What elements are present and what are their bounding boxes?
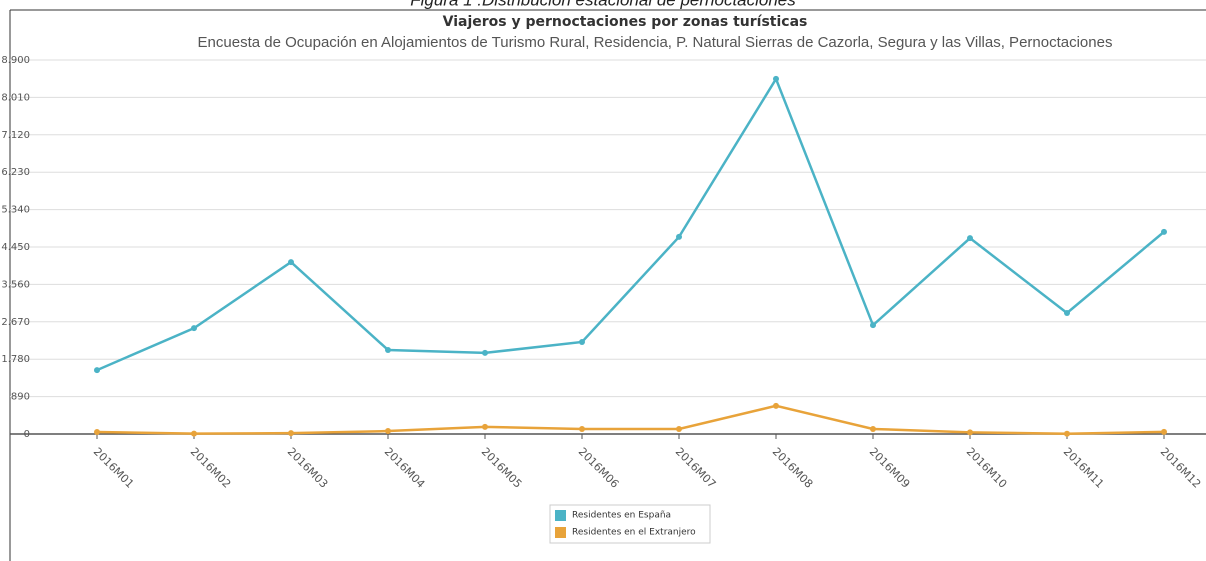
point: [482, 423, 488, 430]
y-tick-label: 6.230: [1, 167, 30, 178]
point: [579, 338, 585, 345]
y-tick-label: 8.010: [1, 92, 30, 103]
x-tick-label: 2016M10: [964, 445, 1010, 491]
point: [773, 402, 779, 409]
point: [385, 346, 391, 353]
figure-caption: Figura 1 :Distribución estacional de per…: [410, 0, 796, 9]
x-tick-label: 2016M08: [770, 445, 816, 491]
y-tick-label: 2.670: [1, 317, 30, 328]
x-tick-label: 2016M03: [285, 445, 331, 491]
y-tick-label: 4.450: [1, 242, 30, 253]
y-tick-label: 3.560: [1, 279, 30, 290]
legend-label: Residentes en el Extranjero: [572, 528, 696, 538]
x-tick-label: 2016M06: [576, 445, 622, 491]
legend-label: Residentes en España: [572, 511, 671, 521]
y-tick-label: 7.120: [1, 130, 30, 141]
point: [191, 430, 197, 437]
x-tick-label: 2016M04: [382, 445, 428, 491]
point: [288, 259, 294, 266]
legend-swatch: [555, 510, 566, 521]
point: [482, 349, 488, 356]
x-tick-label: 2016M12: [1158, 445, 1204, 491]
point: [94, 428, 100, 435]
point: [967, 429, 973, 436]
chart-title: Viajeros y pernoctaciones por zonas turí…: [443, 14, 808, 30]
x-tick-label: 2016M01: [91, 445, 137, 491]
x-tick-label: 2016M09: [867, 445, 913, 491]
x-tick-label: 2016M05: [479, 445, 525, 491]
point: [1161, 428, 1167, 435]
x-tick-label: 2016M11: [1061, 445, 1107, 491]
chart-subtitle: Encuesta de Ocupación en Alojamientos de…: [198, 34, 1113, 51]
point: [967, 235, 973, 242]
point: [94, 367, 100, 374]
point: [773, 75, 779, 82]
y-tick-label: 8.900: [1, 55, 30, 66]
point: [870, 425, 876, 432]
point: [676, 425, 682, 432]
point: [676, 233, 682, 240]
point: [579, 425, 585, 432]
legend-swatch: [555, 527, 566, 538]
x-tick-label: 2016M07: [673, 445, 719, 491]
y-tick-label: 5.340: [1, 205, 30, 216]
point: [288, 430, 294, 437]
y-tick-label: 1.780: [1, 354, 30, 365]
point: [1064, 309, 1070, 316]
y-tick-label: 890: [11, 392, 30, 403]
point: [870, 322, 876, 329]
legend-box: [549, 504, 711, 544]
x-tick-label: 2016M02: [188, 445, 234, 491]
point: [1064, 430, 1070, 437]
series-line: [96, 404, 1165, 436]
point: [191, 325, 197, 332]
series-line: [96, 76, 1165, 372]
point: [1161, 228, 1167, 235]
point: [385, 428, 391, 435]
